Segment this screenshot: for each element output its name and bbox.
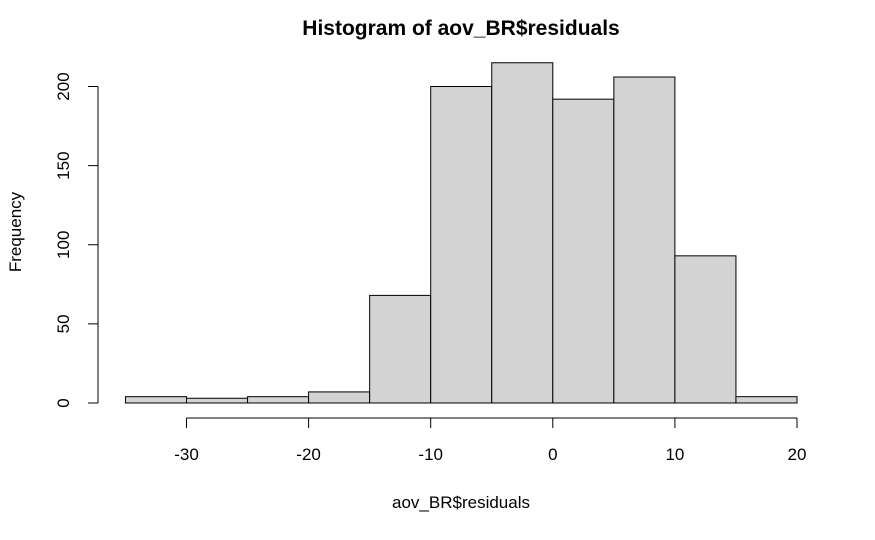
- y-tick-label: 100: [54, 231, 73, 259]
- histogram-bar: [552, 98, 615, 404]
- x-tick-label: -20: [296, 445, 321, 464]
- y-axis-label: Frequency: [6, 191, 25, 272]
- chart-title: Histogram of aov_BR$residuals: [302, 17, 619, 40]
- x-tick-label: 0: [548, 445, 557, 464]
- y-tick-label: 0: [54, 398, 73, 407]
- bars-group: [124, 62, 798, 404]
- histogram-bar: [186, 397, 249, 404]
- histogram-bar: [735, 396, 798, 404]
- histogram-bar: [369, 294, 432, 404]
- y-tick-label: 150: [54, 151, 73, 179]
- histogram-bar: [247, 396, 310, 404]
- histogram-bar: [308, 391, 371, 404]
- x-tick-label: 20: [788, 445, 807, 464]
- histogram-bar: [674, 255, 737, 404]
- y-tick-label: 50: [54, 314, 73, 333]
- x-axis-label: aov_BR$residuals: [392, 493, 530, 512]
- histogram-bar: [491, 62, 554, 404]
- histogram-bar: [613, 76, 676, 404]
- x-tick-label: -30: [174, 445, 199, 464]
- x-tick-label: 10: [665, 445, 684, 464]
- y-tick-label: 200: [54, 72, 73, 100]
- y-axis: 0 50 100 150 200: [54, 72, 99, 408]
- x-axis: -30 -20 -10 0 10 20: [174, 417, 807, 464]
- histogram-bar: [124, 396, 187, 404]
- x-tick-label: -10: [418, 445, 443, 464]
- histogram-bar: [430, 86, 493, 404]
